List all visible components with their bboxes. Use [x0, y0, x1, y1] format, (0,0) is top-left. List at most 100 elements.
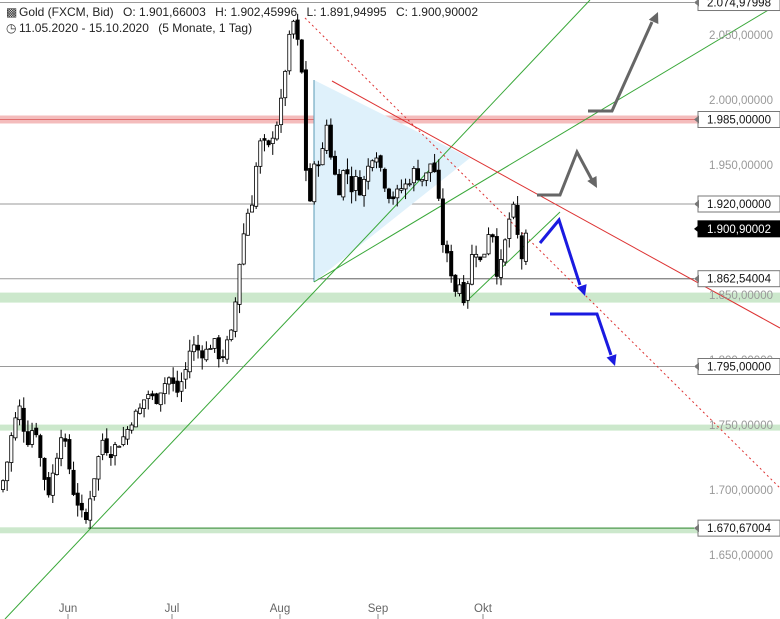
level-label-pointer	[694, 362, 699, 371]
instrument-name: Gold (FXCM, Bid)	[19, 5, 114, 19]
candle-body	[303, 69, 308, 171]
candle-body	[241, 233, 246, 265]
candle-body	[225, 339, 230, 360]
candle-body	[353, 176, 358, 191]
candle-body	[274, 124, 279, 140]
candle-body	[5, 461, 10, 482]
trend-lines	[4, 0, 780, 619]
x-tick-label: Okt	[474, 603, 493, 615]
candle-body	[133, 410, 138, 428]
candle-body	[262, 138, 267, 141]
x-tick-label: Jun	[59, 603, 78, 615]
candle-body	[503, 239, 508, 263]
candle-body	[357, 177, 362, 196]
candle-body	[283, 70, 288, 99]
candle-body	[370, 160, 375, 168]
candle-body	[407, 183, 412, 186]
candle-body	[71, 469, 76, 495]
candle-body	[46, 477, 51, 496]
candle-body	[299, 39, 304, 73]
candle-body	[158, 392, 163, 406]
support-zone	[0, 292, 780, 303]
level-label-pointer	[694, 115, 699, 124]
candle-body	[457, 284, 462, 294]
candle-body	[113, 444, 118, 457]
candle-body	[171, 377, 176, 384]
candle-body	[9, 435, 14, 463]
candle-body	[137, 407, 142, 414]
candle-body	[436, 169, 441, 199]
short-uptrend-line	[469, 211, 561, 299]
header-line-2: ◷ 11.05.2020 - 15.10.2020 (5 Monate, 1 Ta…	[6, 21, 252, 35]
period-info: (5 Monate, 1 Tag)	[158, 21, 253, 35]
open-value: O: 1.901,66003	[123, 5, 206, 19]
candle-body	[445, 244, 450, 254]
level-label-pointer	[694, 524, 699, 533]
candle-body	[100, 439, 105, 456]
candle-body	[461, 281, 466, 304]
candle-body	[121, 436, 126, 445]
candle-body	[92, 478, 97, 497]
candle-body	[42, 457, 47, 480]
y-axis: 1.650,000001.700,000001.750,000001.800,0…	[709, 30, 773, 562]
candle-body	[428, 163, 433, 174]
y-tick-label: 1.850,00000	[709, 290, 773, 302]
candle-body	[469, 254, 474, 285]
candle-body	[212, 338, 217, 349]
candle-body	[465, 283, 470, 301]
x-tick-label: Sep	[368, 603, 388, 615]
candle-body	[38, 435, 43, 458]
candle-body	[345, 169, 350, 175]
candle-body	[237, 263, 242, 305]
y-tick-label: 2.050,00000	[709, 30, 773, 42]
candle-body	[0, 480, 6, 490]
candle-body	[415, 168, 420, 181]
candle-body	[266, 140, 271, 146]
candle-body	[337, 173, 342, 196]
candle-body	[378, 155, 383, 168]
candle-body	[166, 377, 171, 385]
candle-body	[424, 172, 429, 181]
candle-body	[249, 204, 254, 213]
candle-body	[220, 356, 225, 359]
candle-body	[34, 427, 39, 436]
candle-body	[515, 204, 520, 235]
level-label-text: 1.795,00000	[707, 362, 771, 374]
candle-body	[324, 124, 329, 151]
high-value: H: 1.902,45996	[215, 5, 298, 19]
candle-body	[229, 329, 234, 340]
level-label-text: 1.900,90002	[707, 224, 771, 236]
candle-body	[291, 20, 296, 35]
x-tick-label: Aug	[270, 603, 290, 615]
candle-body	[403, 183, 408, 190]
y-tick-label: 2.000,00000	[709, 95, 773, 107]
low-value: L: 1.891,94995	[306, 5, 387, 19]
level-label-text: 2.074,97998	[707, 0, 771, 10]
candle-body	[498, 259, 503, 278]
candlestick-chart-icon: ▩	[6, 5, 18, 19]
level-label-text: 1.920,00000	[707, 199, 771, 211]
level-label-pointer	[694, 224, 699, 233]
bear-drop-arrowhead	[576, 284, 587, 296]
long-uptrend-line	[4, 0, 591, 619]
bear-drop-arrow	[538, 216, 582, 286]
bull-breakout-arrow	[588, 21, 654, 113]
level-label-pointer	[694, 0, 699, 7]
candle-body	[196, 344, 201, 351]
level-labels: 2.074,97998 1.985,00000 1.920,00000 1.900,9…	[694, 0, 780, 537]
candle-body	[386, 188, 391, 199]
x-axis: Jun Jul Aug Sep Okt	[59, 603, 493, 619]
level-label-text: 1.862,54004	[707, 274, 772, 286]
y-tick-label: 1.950,00000	[709, 160, 773, 172]
bull-breakout-arrowhead	[648, 12, 659, 24]
candle-body	[362, 178, 367, 197]
bull-pullback-arrow	[537, 148, 594, 197]
candle-body	[21, 407, 26, 432]
candle-body	[162, 383, 167, 395]
candle-body	[420, 179, 425, 182]
candle-body	[59, 437, 64, 460]
candle-body	[328, 124, 333, 158]
candle-body	[146, 394, 151, 400]
candle-body	[366, 165, 371, 182]
